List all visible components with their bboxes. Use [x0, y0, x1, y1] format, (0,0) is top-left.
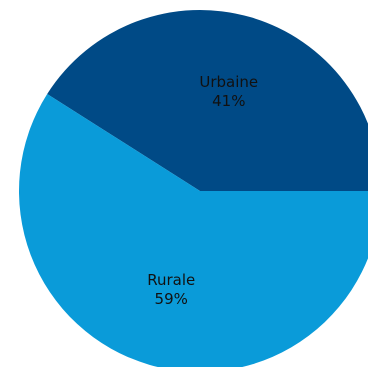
pie-slice-value: 41% [212, 92, 245, 110]
pie-slice-label: Urbaine [199, 73, 258, 91]
pie-slice-urbaine [47, 10, 368, 191]
pie-slices [19, 10, 368, 367]
pie-slice-label: Rurale [147, 271, 195, 289]
pie-slice-value: 59% [155, 290, 188, 308]
pie-slice-rurale [19, 94, 368, 367]
